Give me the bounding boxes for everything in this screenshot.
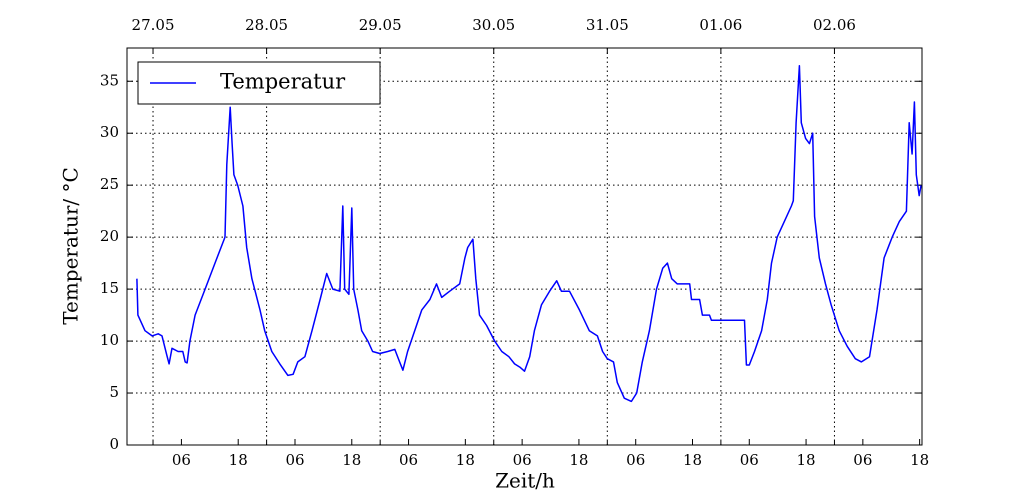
x-tick-label: 06: [285, 451, 304, 469]
x-tick-label: 18: [229, 451, 248, 469]
y-tick-label: 25: [100, 175, 119, 193]
x2-tick-label: 28.05: [245, 16, 288, 34]
x-tick-label: 06: [853, 451, 872, 469]
x2-tick-label: 27.05: [132, 16, 175, 34]
y-tick-label: 5: [109, 383, 119, 401]
x-tick-label: 06: [513, 451, 532, 469]
y-axis-label: Temperatur/ °C: [59, 167, 83, 325]
legend-label: Temperatur: [220, 70, 346, 94]
y-tick-label: 20: [100, 227, 119, 245]
x2-tick-label: 01.06: [699, 16, 742, 34]
x-tick-label: 06: [626, 451, 645, 469]
x-tick-label: 18: [569, 451, 588, 469]
y-tick-label: 35: [100, 71, 119, 89]
x-tick-label: 18: [342, 451, 361, 469]
y-tick-label: 0: [109, 435, 119, 453]
y-tick-label: 30: [100, 123, 119, 141]
x-tick-label: 18: [456, 451, 475, 469]
x-tick-label: 18: [910, 451, 929, 469]
y-tick-label: 15: [100, 279, 119, 297]
x-tick-label: 06: [172, 451, 191, 469]
plot-frame: [126, 47, 923, 446]
y-tick-label: 10: [100, 331, 119, 349]
x2-tick-label: 29.05: [359, 16, 402, 34]
x-axis-label: Zeit/h: [495, 469, 555, 493]
line: [136, 64, 922, 403]
x-tick-label: 18: [683, 451, 702, 469]
x2-tick-label: 30.05: [472, 16, 515, 34]
x2-tick-label: 31.05: [586, 16, 629, 34]
x2-tick-label: 02.06: [813, 16, 856, 34]
x-tick-label: 06: [399, 451, 418, 469]
x-tick-label: 06: [740, 451, 759, 469]
x-tick-label: 18: [797, 451, 816, 469]
